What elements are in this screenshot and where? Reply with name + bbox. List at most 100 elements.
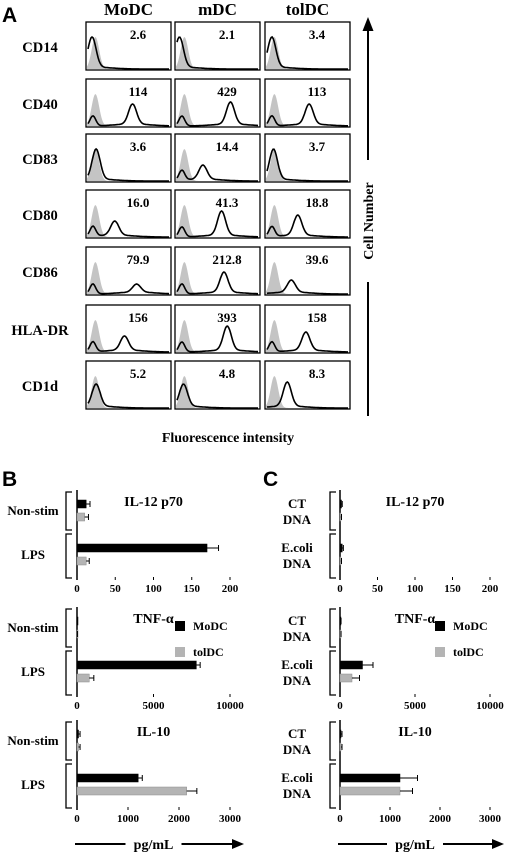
marker-label-cd40: CD40 xyxy=(22,97,57,113)
category-label-ct-dna-line2: DNA xyxy=(283,629,312,644)
stained-histogram-line xyxy=(176,36,258,70)
cytokine-bar-charts: IL-12 p70 0 50 100 150 200 Non-stim LPS TNF-α 0 50… xyxy=(7,490,504,853)
isotype-peak xyxy=(266,262,290,294)
arrow-up-icon xyxy=(362,17,374,31)
category-label-ct-dna-line2: DNA xyxy=(283,512,312,527)
category-label-ct-dna: CT xyxy=(288,496,306,511)
isotype-peak xyxy=(87,320,111,352)
histogram-frame xyxy=(85,246,172,296)
x-tick-label: 100 xyxy=(145,583,162,595)
isotype-peak xyxy=(266,94,290,126)
legend-label-toldc: tolDC xyxy=(453,645,484,659)
category-bracket xyxy=(329,650,336,696)
stained-histogram-line xyxy=(176,209,258,238)
histogram-frame xyxy=(264,304,351,354)
bar-modc-lps xyxy=(76,660,197,670)
histogram-frame xyxy=(174,304,261,354)
arrow-right-icon xyxy=(232,839,244,849)
x-tick-label: 3000 xyxy=(479,813,502,825)
cell-number-axis: Cell Number xyxy=(362,17,377,416)
histogram-cd80-modc: 16.0 xyxy=(85,189,172,239)
legend-swatch-modc xyxy=(435,621,445,631)
stained-histogram-line xyxy=(87,282,170,295)
stained-histogram-line xyxy=(87,147,169,182)
x-tick-label: 0 xyxy=(74,583,80,595)
marker-label-cd1d: CD1d xyxy=(22,379,58,395)
marker-label-cd86: CD86 xyxy=(22,265,57,281)
x-tick-label: 5000 xyxy=(404,700,427,712)
isotype-peak xyxy=(266,320,290,352)
chart-title: IL-12 p70 xyxy=(386,495,445,510)
category-label-e-coli-dna-line2: DNA xyxy=(283,556,312,571)
category-bracket xyxy=(65,721,72,761)
legend-label-modc: MoDC xyxy=(193,619,228,633)
isotype-peak xyxy=(87,205,111,237)
category-label-e-coli-dna: E.coli xyxy=(281,657,313,672)
histogram-frame xyxy=(85,189,172,239)
isotype-peak xyxy=(87,94,111,126)
stained-histogram-line xyxy=(266,148,348,182)
x-tick-label: 0 xyxy=(74,813,80,825)
category-label-e-coli-dna-line2: DNA xyxy=(283,673,312,688)
category-label-non-stim: Non-stim xyxy=(7,733,58,748)
isotype-peak xyxy=(266,205,290,237)
bar-modc-e-coli-dna xyxy=(339,773,401,783)
histogram-cd14-modc: 2.6 xyxy=(85,21,172,71)
stained-histogram-line xyxy=(266,103,348,127)
histogram-frame xyxy=(174,78,261,128)
histogram-cd14-mdc: 2.1 xyxy=(174,21,261,71)
chart-title: TNF-α xyxy=(133,612,174,627)
histogram-frame xyxy=(264,189,351,239)
histogram-frame xyxy=(174,360,261,410)
histogram-cd40-modc: 114 xyxy=(85,78,172,128)
bar-modc-ct-dna xyxy=(339,499,342,509)
x-axis-title: pg/mL xyxy=(395,838,435,853)
histogram-frame xyxy=(174,189,261,239)
histogram-cd83-mdc: 14.4 xyxy=(174,133,261,183)
histogram-frame xyxy=(174,133,261,183)
category-label-lps: LPS xyxy=(21,777,45,792)
histogram-frame xyxy=(264,21,351,71)
arrow-right-icon xyxy=(492,839,504,849)
stained-histogram-line xyxy=(266,279,348,295)
x-axis-title: pg/mL xyxy=(134,838,174,853)
isotype-peak xyxy=(176,320,200,352)
category-label-ct-dna: CT xyxy=(288,613,306,628)
histogram-frame xyxy=(174,246,261,296)
isotype-peak xyxy=(266,37,290,69)
category-label-non-stim: Non-stim xyxy=(7,503,58,518)
stained-histogram-line xyxy=(176,271,258,295)
x-tick-label: 1000 xyxy=(379,813,402,825)
category-label-e-coli-dna-line2: DNA xyxy=(283,786,312,801)
category-label-non-stim: Non-stim xyxy=(7,620,58,635)
histogram-frame xyxy=(85,304,172,354)
histogram-cd1d-modc: 5.2 xyxy=(85,360,172,410)
histogram-cd83-toldc: 3.7 xyxy=(264,133,351,183)
histogram-cd80-mdc: 41.3 xyxy=(174,189,261,239)
flow-cytometry-grid: MoDC mDC tolDC CD14 2.6 2.1 3.4 CD40 114 429 113 CD… xyxy=(11,0,351,410)
histogram-cd86-toldc: 39.6 xyxy=(264,246,351,296)
stained-histogram-line xyxy=(266,331,348,353)
x-tick-label: 0 xyxy=(337,813,343,825)
panel-c-letter: C xyxy=(263,468,278,491)
histogram-cd80-toldc: 18.8 xyxy=(264,189,351,239)
bar-toldc-non-stim xyxy=(76,512,85,522)
stained-histogram-line xyxy=(266,380,348,409)
mfi-value: 393 xyxy=(217,310,237,325)
histogram-cd40-mdc: 429 xyxy=(174,78,261,128)
isotype-peak xyxy=(87,262,111,294)
mfi-value: 156 xyxy=(128,310,148,325)
stained-histogram-line xyxy=(266,35,348,70)
histogram-cd83-modc: 3.6 xyxy=(85,133,172,183)
category-label-lps: LPS xyxy=(21,547,45,562)
chart-title: TNF-α xyxy=(395,612,436,627)
legend-label-modc: MoDC xyxy=(453,619,488,633)
bar-chart-b-il-12-p70: IL-12 p70 0 50 100 150 200 Non-stim LPS xyxy=(7,490,239,595)
bar-toldc-lps xyxy=(76,556,87,566)
stained-histogram-line xyxy=(176,325,258,353)
category-bracket xyxy=(329,533,336,579)
